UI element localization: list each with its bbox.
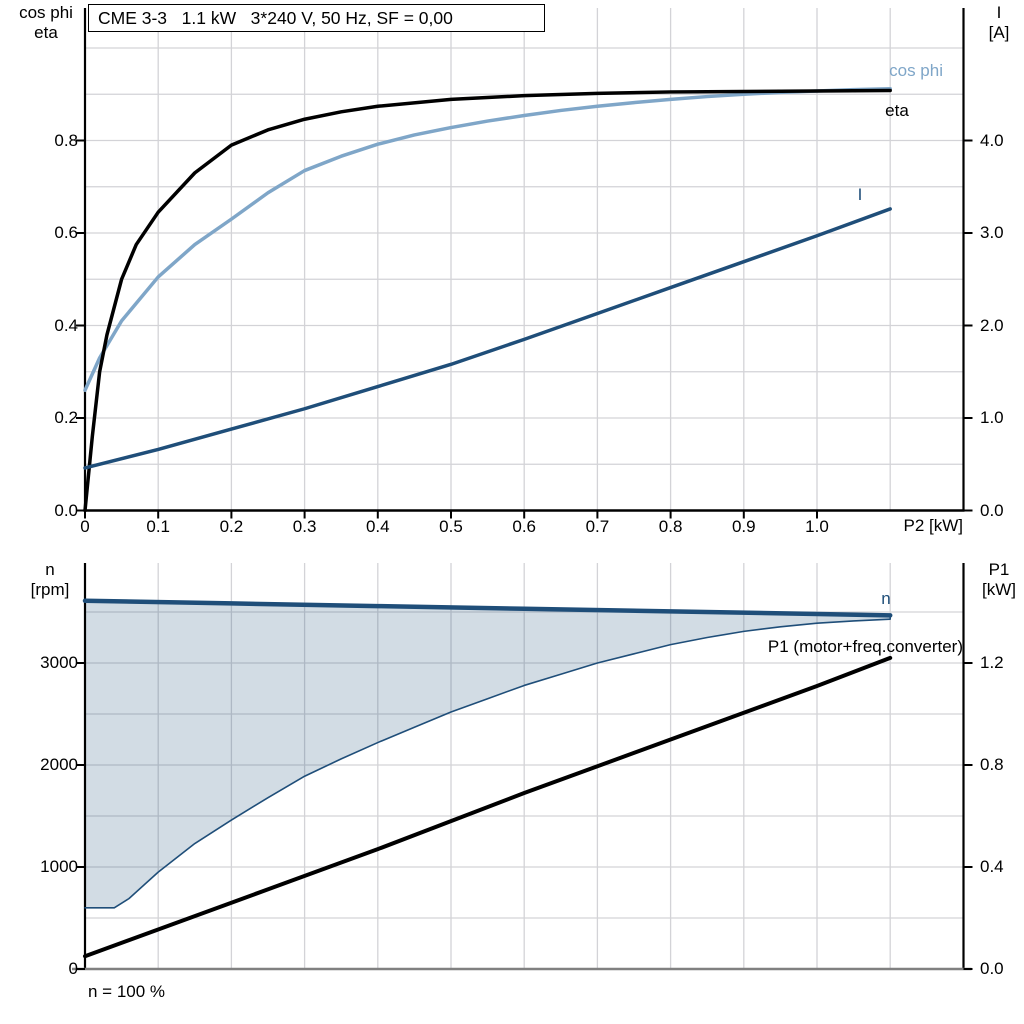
right-axis-tick-label: 1.0 [980,408,1004,427]
left-axis-tick-label: 0.6 [54,223,78,242]
i-curve [83,207,892,470]
right-axis-tick-label: 2.0 [980,315,1004,335]
p1-curve-label: P1 (motor+freq.converter) [767,637,963,656]
left-axis-tick-label: 0.2 [54,408,78,427]
chart-title-box: CME 3-3 1.1 kW 3*240 V, 50 Hz, SF = 0,00 [88,4,545,32]
speed-curve-label: n [881,589,891,608]
left-axis-tick-label: 2000 [40,755,78,774]
n-min-speed-lower-bound-of-speed-range--curve [84,618,892,909]
x-axis-tick-label: 0 [80,516,90,536]
p2-axis-label: P2 [kW] [903,516,963,535]
x-axis-tick-label: 0.9 [731,516,756,536]
right-axis-tick-label: 1.2 [980,653,1004,672]
x-axis-tick-label: 0.1 [146,516,170,536]
right-axis-tick-label: 0.0 [980,500,1004,520]
x-axis-tick-label: 0.8 [658,516,683,536]
x-axis-tick-label: 1.0 [805,516,829,536]
speed-range-fill [85,600,891,908]
top-right-axis-header: I [A] [976,3,1022,43]
x-axis-tick-label: 0.5 [439,516,463,536]
top-left-axis-header: cos phi eta [6,3,86,43]
left-axis-tick-label: 0.0 [54,500,78,520]
n-max-speed--curve [82,598,893,618]
right-axis-tick-label: 0.4 [980,857,1004,876]
x-axis-tick-label: 0.4 [365,516,390,536]
bottom-right-axis-header-line2: [kW] [982,580,1016,599]
top-right-axis-header-line1: I [996,3,1002,22]
x-axis-tick-label: 0.3 [292,516,317,536]
right-axis-tick-label: 4.0 [980,130,1004,150]
speed-footnote: n = 100 % [88,982,166,1001]
right-axis-tick-label: 3.0 [980,223,1004,242]
left-axis-tick-label: 0.8 [54,130,78,150]
bottom-left-axis-header-line2: [rpm] [30,580,70,599]
top-left-axis-header-line1: cos phi [19,3,73,22]
left-axis-tick-label: 3000 [40,653,78,672]
cos-phi-curve [83,86,892,392]
x-axis-tick-label: 0.6 [512,516,536,536]
bottom-left-axis-header: n [rpm] [14,560,86,600]
top-left-axis-header-line2: eta [34,23,58,42]
current-curve-label: I [857,185,863,204]
right-axis-tick-label: 0.0 [980,959,1004,978]
bottom-left-axis-header-line1: n [45,560,55,579]
bottom-right-axis-header-line1: P1 [988,560,1010,579]
bottom-right-axis-header: P1 [kW] [976,560,1022,600]
x-axis-tick-label: 0.2 [219,516,244,536]
cos-phi-curve-label: cos phi [889,61,943,80]
p1-motor-freq-converter--curve [83,655,893,959]
left-axis-tick-label: 0 [68,959,78,978]
right-axis-tick-label: 0.8 [980,755,1004,774]
eta-curve-label: eta [885,101,909,120]
x-axis-tick-label: 0.7 [585,516,610,536]
left-axis-tick-label: 1000 [40,857,78,876]
left-axis-tick-label: 0.4 [54,315,78,335]
top-right-axis-header-line2: [A] [988,23,1010,42]
eta-curve [83,88,892,513]
